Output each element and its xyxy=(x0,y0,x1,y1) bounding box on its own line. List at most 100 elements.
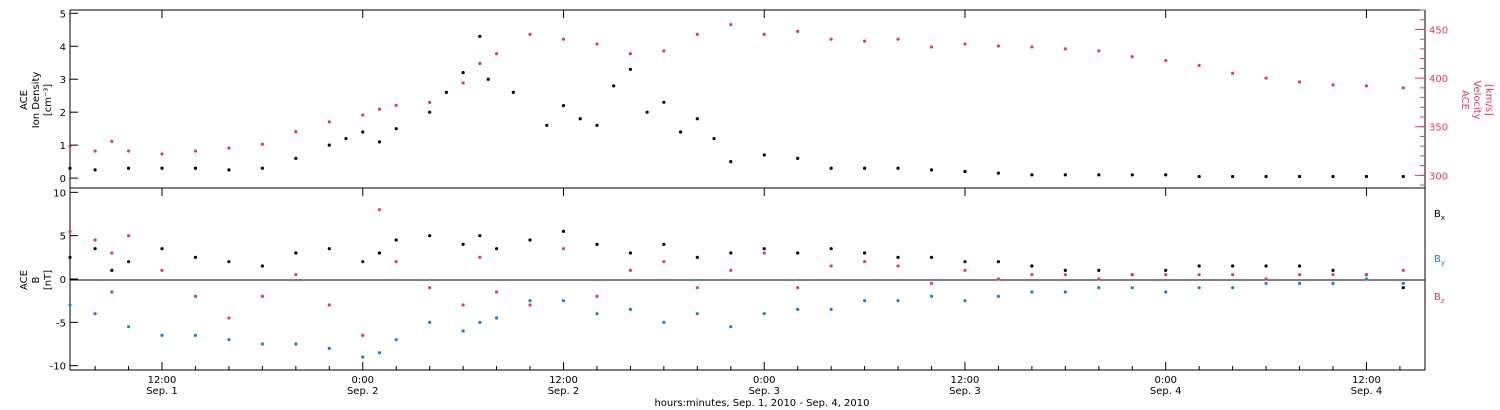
velocity-point xyxy=(461,81,465,85)
density-point xyxy=(996,171,1001,175)
b-ylabel-line3: [nT] xyxy=(43,270,54,290)
velocity-point xyxy=(377,107,382,111)
bz-point xyxy=(394,260,398,264)
time-tick-label: 12:00 xyxy=(1352,375,1381,386)
density-point xyxy=(595,123,599,127)
bz-point xyxy=(595,294,599,298)
date-tick-label: Sep. 4 xyxy=(1351,386,1383,397)
time-tick-label: 0:00 xyxy=(1154,375,1176,386)
bz-point xyxy=(227,316,231,320)
bx-point xyxy=(260,264,264,268)
by-point xyxy=(896,299,900,303)
velocity-point xyxy=(662,49,666,53)
density-point xyxy=(545,123,549,127)
bx-point xyxy=(662,242,666,246)
density-point xyxy=(1264,174,1268,179)
bz-point xyxy=(1164,273,1168,277)
velocity-point xyxy=(829,37,833,41)
by-point xyxy=(1197,286,1201,290)
bx-point xyxy=(68,255,72,259)
bz-point xyxy=(662,260,666,264)
density-point xyxy=(227,168,231,172)
date-tick-label: Sep. 2 xyxy=(548,386,580,397)
density-point xyxy=(428,110,432,114)
b-tick-label: -5 xyxy=(56,318,66,329)
by-point xyxy=(1063,290,1067,294)
velocity-point xyxy=(478,61,482,66)
density-point xyxy=(796,156,800,160)
bx-point xyxy=(428,234,432,238)
bx-point xyxy=(1264,264,1268,268)
velocity-point xyxy=(193,149,198,153)
velocity-point xyxy=(595,42,599,46)
bz-point xyxy=(126,234,131,238)
time-tick-label: 0:00 xyxy=(352,375,374,386)
bz-point xyxy=(1264,277,1268,281)
by-point xyxy=(996,294,1001,298)
bz-point xyxy=(327,303,331,307)
by-point xyxy=(260,342,264,346)
date-tick-label: Sep. 1 xyxy=(146,386,178,397)
bz-point xyxy=(110,251,114,255)
velocity-point xyxy=(996,44,1001,48)
density-point xyxy=(896,166,900,170)
legend-bz: Bz xyxy=(1434,292,1445,305)
b-ylabel-line1: ACE xyxy=(19,270,30,290)
density-tick-label: 2 xyxy=(60,108,66,119)
velocity-point xyxy=(1297,80,1302,84)
bx-point xyxy=(862,251,867,255)
velocity-point xyxy=(1231,71,1235,75)
density-point xyxy=(260,166,264,170)
density-point xyxy=(1063,173,1067,177)
bx-point xyxy=(478,234,482,238)
density-point xyxy=(561,103,566,108)
density-point xyxy=(193,166,198,170)
by-point xyxy=(126,325,131,329)
b-tick-label: -10 xyxy=(50,362,66,373)
x-axis-title: hours:minutes, Sep. 1, 2010 - Sep. 4, 20… xyxy=(654,398,869,409)
density-point xyxy=(1097,173,1101,177)
velocity-point xyxy=(126,149,131,153)
density-ylabel-line3: [cm⁻³] xyxy=(43,84,54,116)
density-point xyxy=(829,166,833,170)
density-point xyxy=(1401,174,1405,179)
top-panel-frame xyxy=(69,9,1426,189)
by-point xyxy=(796,307,800,311)
bx-point xyxy=(896,255,900,259)
by-point xyxy=(1164,290,1168,294)
density-ylabel-line1: ACE xyxy=(19,90,30,110)
bx-point xyxy=(160,247,164,251)
density-point xyxy=(1231,174,1235,179)
by-point xyxy=(160,333,164,337)
bx-point xyxy=(1164,268,1168,272)
density-tick-label: 3 xyxy=(60,75,66,86)
time-tick-label: 12:00 xyxy=(549,375,578,386)
velocity-point xyxy=(1063,47,1067,51)
bx-point xyxy=(561,229,566,233)
bz-point xyxy=(461,303,465,307)
bz-point xyxy=(160,268,164,272)
bz-point xyxy=(193,294,198,298)
legend-bx: Bx xyxy=(1434,209,1445,222)
by-point xyxy=(1297,281,1302,285)
bottom-panel-frame xyxy=(69,187,1426,371)
bz-point xyxy=(896,264,900,268)
bz-point xyxy=(260,294,264,298)
bz-point xyxy=(494,290,499,294)
bz-point xyxy=(1401,268,1405,272)
by-point xyxy=(1130,286,1134,290)
bx-point xyxy=(762,247,766,251)
bx-point xyxy=(1297,264,1302,268)
velocity-point xyxy=(528,32,532,36)
velocity-point xyxy=(1401,86,1405,90)
density-tick-label: 4 xyxy=(60,42,66,53)
density-point xyxy=(662,100,666,104)
velocity-point xyxy=(428,100,432,105)
bz-point xyxy=(1297,273,1302,277)
time-tick-label: 0:00 xyxy=(753,375,775,386)
density-point xyxy=(511,90,515,95)
density-point xyxy=(678,130,683,134)
by-point xyxy=(478,320,482,324)
velocity-point xyxy=(1164,58,1168,63)
